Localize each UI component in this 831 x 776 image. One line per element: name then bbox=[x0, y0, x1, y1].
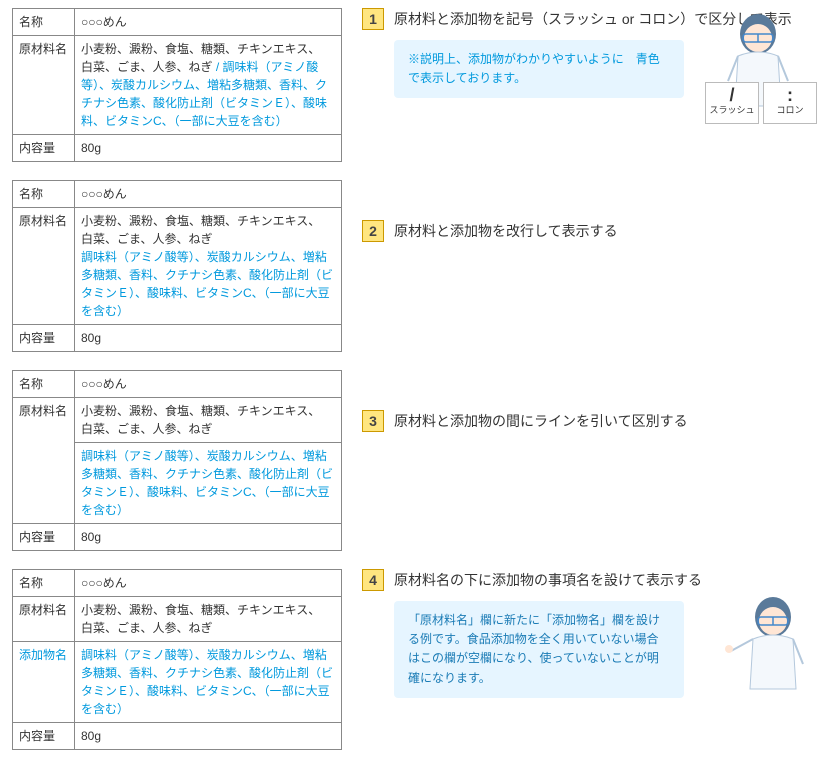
person-illustration-2 bbox=[723, 589, 813, 699]
note-1: ※説明上、添加物がわかりやすいように 青色で表示しております。 bbox=[394, 40, 684, 98]
label-name: 名称 bbox=[13, 9, 75, 36]
step-number-1: 1 bbox=[362, 8, 384, 30]
note-4: 「原材料名」欄に新たに「添加物名」欄を設ける例です。食品添加物を全く用いていない… bbox=[394, 601, 684, 698]
symbol-cards: / スラッシュ : コロン bbox=[705, 82, 817, 124]
additives-lined: 調味料（アミノ酸等）、炭酸カルシウム、増粘多糖類、香料、クチナシ色素、酸化防止剤… bbox=[81, 449, 333, 517]
example-2-table: 名称 ○○○めん 原材料名 小麦粉、澱粉、食塩、糖類、チキンエキス、 白菜、ごま… bbox=[12, 180, 342, 352]
card-colon: : コロン bbox=[763, 82, 817, 124]
example-1-table: 名称 ○○○めん 原材料名 小麦粉、澱粉、食塩、糖類、チキンエキス、 白菜、ごま… bbox=[12, 8, 342, 162]
step-number-3: 3 bbox=[362, 410, 384, 432]
product-name: ○○○めん bbox=[75, 9, 342, 36]
step-number-4: 4 bbox=[362, 569, 384, 591]
example-3-table: 名称 ○○○めん 原材料名 小麦粉、澱粉、食塩、糖類、チキンエキス、 白菜、ごま… bbox=[12, 370, 342, 551]
step-title-4: 原材料名の下に添加物の事項名を設けて表示する bbox=[394, 569, 702, 591]
content-value: 80g bbox=[75, 135, 342, 162]
card-slash: / スラッシュ bbox=[705, 82, 759, 124]
label-ingredients: 原材料名 bbox=[13, 36, 75, 135]
step-number-2: 2 bbox=[362, 220, 384, 242]
ingredients-cell: 小麦粉、澱粉、食塩、糖類、チキンエキス、 白菜、ごま、人参、ねぎ / 調味料（ア… bbox=[75, 36, 342, 135]
additives-newline: 調味料（アミノ酸等）、炭酸カルシウム、増粘多糖類、香料、クチナシ色素、酸化防止剤… bbox=[81, 250, 333, 318]
step-title-3: 原材料と添加物の間にラインを引いて区別する bbox=[394, 410, 688, 432]
example-4-table: 名称 ○○○めん 原材料名 小麦粉、澱粉、食塩、糖類、チキンエキス、 白菜、ごま… bbox=[12, 569, 342, 750]
label-content: 内容量 bbox=[13, 135, 75, 162]
step-title-2: 原材料と添加物を改行して表示する bbox=[394, 220, 618, 242]
additives-separate: 調味料（アミノ酸等）、炭酸カルシウム、増粘多糖類、香料、クチナシ色素、酸化防止剤… bbox=[81, 648, 333, 716]
label-additives: 添加物名 bbox=[13, 642, 75, 723]
